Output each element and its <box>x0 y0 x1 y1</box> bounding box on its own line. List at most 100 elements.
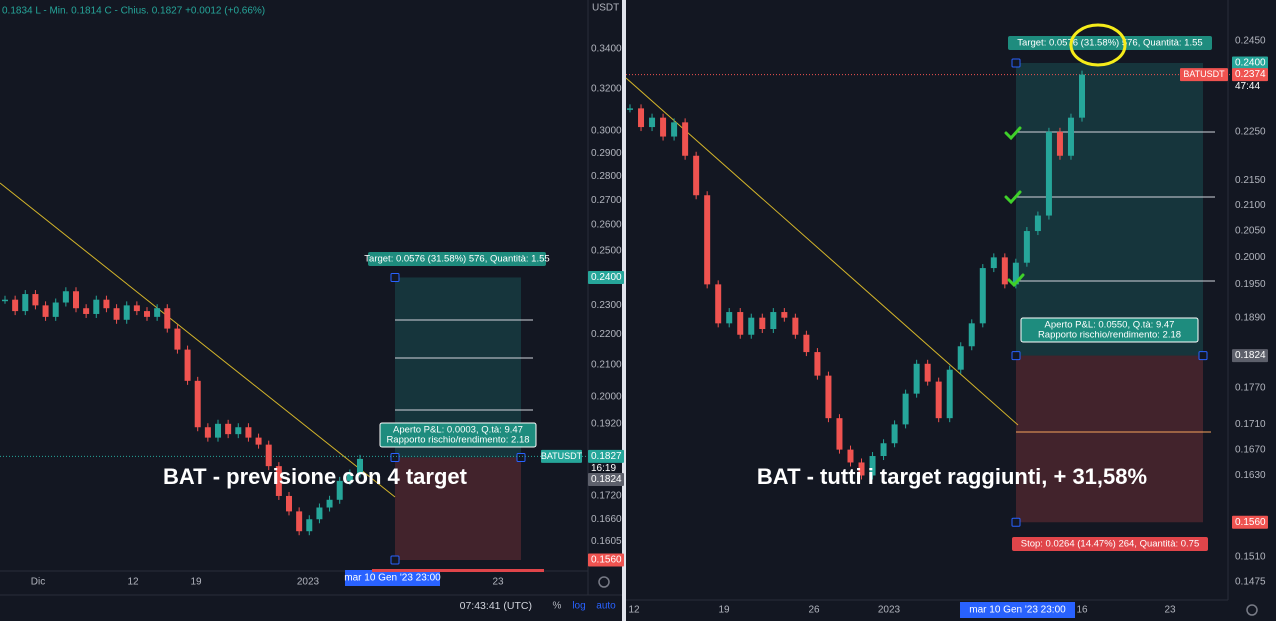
handle[interactable] <box>390 272 400 282</box>
handle[interactable] <box>390 452 400 462</box>
candle <box>62 291 69 303</box>
candle <box>154 308 161 317</box>
settings-icon[interactable] <box>598 576 610 588</box>
time-label: 19 <box>718 605 730 616</box>
candle <box>649 117 656 128</box>
price-tick-label: 0.2000 <box>591 392 622 403</box>
price-tick-label: 0.3000 <box>591 126 622 137</box>
price-tick-label: 0.1950 <box>1235 279 1266 290</box>
price-tick-label: 0.2150 <box>1235 175 1266 186</box>
caption: BAT - tutti i target raggiunti, + 31,58% <box>757 464 1147 489</box>
cursor-time-bg <box>345 570 440 586</box>
countdown: 16:19 <box>591 463 616 474</box>
candle <box>326 499 333 508</box>
candle <box>935 381 942 419</box>
candle <box>792 317 799 335</box>
price-tick-label: 0.1560 <box>1235 517 1266 528</box>
price-label-bg <box>1232 349 1268 363</box>
candle <box>357 458 363 474</box>
cursor-time: mar 10 Gen '23 23:00 <box>969 605 1066 616</box>
candle <box>825 375 832 419</box>
price-tick-label: 0.1824 <box>1235 350 1266 361</box>
candle <box>1056 131 1063 156</box>
pnl-label-bg <box>1020 317 1199 343</box>
price-tick-label: 0.2400 <box>591 272 622 283</box>
candle <box>235 427 242 435</box>
currency: USDT <box>592 3 619 14</box>
target-label: Target: 0.0576 (31.58%) 576, Quantità: 1… <box>1017 38 1202 49</box>
stop-label-bg <box>372 569 544 572</box>
log-toggle[interactable]: log <box>572 601 585 612</box>
candle <box>836 418 843 450</box>
ratio-label: Rapporto rischio/rendimento: 2.18 <box>386 435 529 446</box>
handle[interactable] <box>516 452 526 462</box>
price-tick-label: 0.1890 <box>1235 312 1266 323</box>
price-tick-label: 0.1475 <box>1235 577 1266 588</box>
candle <box>296 511 303 532</box>
price-tick-label: 0.2050 <box>1235 226 1266 237</box>
price-tick-label: 0.2900 <box>591 148 622 159</box>
price-label-bg <box>588 553 624 567</box>
candle <box>184 349 191 381</box>
countdown: 47:44 <box>1235 81 1260 92</box>
candle <box>737 312 744 335</box>
handle[interactable] <box>390 555 400 565</box>
candle <box>1034 215 1041 232</box>
caption: BAT - previsione con 4 target <box>163 464 468 489</box>
checkmark <box>1004 126 1022 141</box>
candle <box>957 346 964 370</box>
auto-toggle[interactable]: auto <box>596 601 616 612</box>
stop-label: Stop: 0.0264 (14.47%) 264, Quantità: 0.7… <box>1021 539 1200 550</box>
candle <box>693 155 700 196</box>
price-label-bg <box>1232 68 1268 82</box>
price-tick-label: 0.3400 <box>591 44 622 55</box>
left-panel-bg <box>0 0 622 621</box>
time-label: 2023 <box>297 577 320 588</box>
price-tick-label: 0.1605 <box>591 536 622 547</box>
candle <box>204 427 211 438</box>
candle <box>255 437 262 445</box>
candle <box>103 299 110 309</box>
price-label-bg <box>1232 56 1268 70</box>
candle <box>215 423 221 438</box>
symbol-bg <box>1180 68 1228 82</box>
price-tick-label: 0.2374 <box>1235 69 1266 80</box>
time-label: 19 <box>190 577 202 588</box>
candle <box>880 443 887 457</box>
candle <box>12 299 19 312</box>
candle <box>1067 117 1074 156</box>
time-label: 12 <box>127 577 139 588</box>
candle <box>946 369 953 419</box>
candle <box>265 444 272 467</box>
right-panel-bg <box>626 0 1276 621</box>
candle <box>1012 262 1019 285</box>
candle <box>660 117 667 137</box>
price-tick-label: 0.2500 <box>591 245 622 256</box>
ratio-label: Rapporto rischio/rendimento: 2.18 <box>1038 330 1181 341</box>
candle <box>336 480 343 500</box>
handle[interactable] <box>1011 58 1021 68</box>
time-label: 23 <box>1164 605 1176 616</box>
candle <box>682 122 689 156</box>
handle[interactable] <box>1198 351 1208 361</box>
handle[interactable] <box>1011 351 1021 361</box>
candle <box>858 462 865 476</box>
settings-icon[interactable] <box>1246 604 1258 616</box>
pnl-label: Aperto P&L: 0.0003, Q.tà: 9.47 <box>393 425 523 436</box>
trend-line <box>0 182 396 498</box>
percent-toggle[interactable]: % <box>553 601 562 612</box>
time-label: 23 <box>492 577 504 588</box>
candle <box>2 299 8 302</box>
candle <box>968 323 975 347</box>
price-tick-label: 0.2300 <box>591 300 622 311</box>
clock: 07:43:41 (UTC) <box>460 600 532 612</box>
price-tick-label: 0.2400 <box>1235 58 1266 69</box>
price-tick-label: 0.1827 <box>591 451 622 462</box>
checkmark <box>1004 190 1022 205</box>
candle <box>275 466 282 496</box>
pnl-label: Aperto P&L: 0.0550, Q.tà: 9.47 <box>1045 320 1175 331</box>
handle[interactable] <box>1011 517 1021 527</box>
price-tick-label: 0.2100 <box>591 360 622 371</box>
candle <box>671 122 678 137</box>
price-tick-label: 0.2800 <box>591 171 622 182</box>
